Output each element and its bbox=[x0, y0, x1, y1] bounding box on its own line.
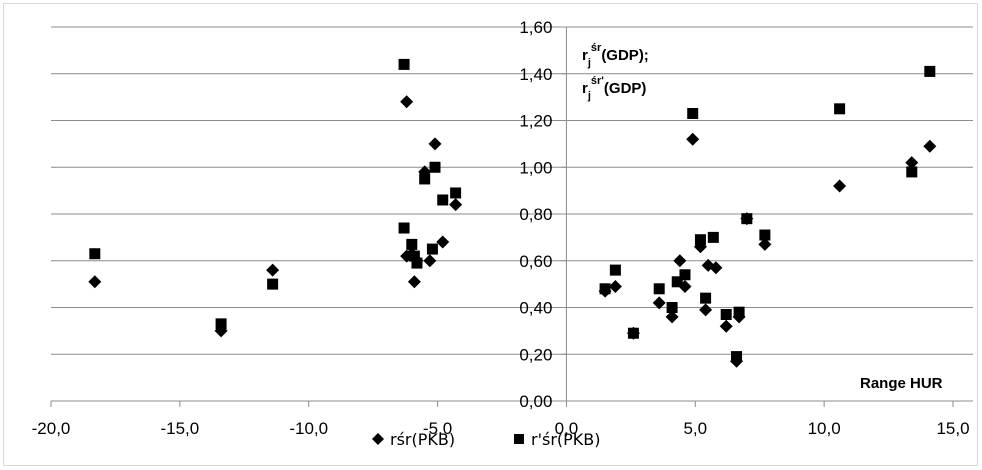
data-points bbox=[88, 58, 937, 368]
point-rsr bbox=[428, 137, 442, 151]
y-tick-label: 0,60 bbox=[519, 252, 552, 271]
y-tick-label: 1,00 bbox=[519, 158, 552, 177]
point-r-prime-sr bbox=[215, 318, 227, 330]
legend-item-r-prime-sr: r'śr(PKB) bbox=[514, 430, 601, 449]
x-tick-label: 10,0 bbox=[808, 419, 841, 438]
point-r-prime-sr bbox=[398, 222, 410, 234]
y-tick-label: 1,20 bbox=[519, 112, 552, 131]
point-rsr bbox=[699, 303, 713, 317]
axes bbox=[50, 26, 973, 407]
point-r-prime-sr bbox=[609, 264, 621, 276]
point-rsr bbox=[436, 235, 450, 249]
x-axis-title: Range HUR bbox=[860, 375, 943, 392]
point-rsr bbox=[833, 179, 847, 193]
y-tick-label: 0,20 bbox=[519, 345, 552, 364]
legend-square-marker bbox=[514, 434, 524, 444]
y-tick-label: 0,40 bbox=[519, 299, 552, 318]
point-rsr bbox=[709, 261, 723, 275]
point-rsr bbox=[923, 139, 937, 153]
point-r-prime-sr bbox=[653, 283, 665, 295]
point-r-prime-sr bbox=[741, 213, 753, 225]
x-tick-label: -15,0 bbox=[160, 419, 199, 438]
point-rsr bbox=[266, 263, 280, 277]
point-r-prime-sr bbox=[408, 250, 420, 262]
point-rsr bbox=[423, 254, 437, 268]
point-r-prime-sr bbox=[599, 283, 611, 295]
x-tick-label: -5,0 bbox=[423, 419, 452, 438]
point-r-prime-sr bbox=[906, 166, 918, 178]
point-r-prime-sr bbox=[267, 278, 279, 290]
point-r-prime-sr bbox=[450, 187, 462, 199]
y-axis-title-line2: rjśr'(GDP) bbox=[582, 75, 646, 102]
point-rsr bbox=[88, 275, 102, 289]
x-tick-label: -20,0 bbox=[32, 419, 71, 438]
point-r-prime-sr bbox=[437, 194, 449, 206]
point-rsr bbox=[665, 310, 679, 324]
point-r-prime-sr bbox=[426, 243, 438, 255]
point-r-prime-sr bbox=[89, 248, 101, 260]
point-r-prime-sr bbox=[666, 302, 678, 313]
x-tick-label: -10,0 bbox=[289, 419, 328, 438]
legend-diamond-marker bbox=[372, 433, 384, 445]
point-rsr bbox=[758, 237, 772, 251]
legend-label-rsr: rśr(PKB) bbox=[390, 430, 455, 449]
x-tick-labels: -20,0 -15,0 -10,0 -5,0 0,0 5,0 10,0 15,0 bbox=[32, 419, 970, 438]
point-r-prime-sr bbox=[671, 276, 683, 288]
y-tick-label: 1,60 bbox=[519, 18, 552, 37]
point-rsr bbox=[686, 132, 700, 146]
y-axis-title-line1: rjśr(GDP); bbox=[582, 42, 649, 69]
point-rsr bbox=[608, 279, 622, 293]
point-r-prime-sr bbox=[731, 351, 743, 363]
point-r-prime-sr bbox=[398, 58, 410, 70]
y-tick-label: 0,80 bbox=[519, 205, 552, 224]
y-tick-label: 1,40 bbox=[519, 65, 552, 84]
point-r-prime-sr bbox=[419, 173, 431, 185]
point-rsr bbox=[652, 296, 666, 310]
point-rsr bbox=[400, 95, 414, 109]
point-rsr bbox=[673, 254, 687, 268]
point-r-prime-sr bbox=[759, 229, 771, 241]
gridlines bbox=[51, 26, 973, 355]
point-r-prime-sr bbox=[687, 107, 699, 119]
x-tick-label: 5,0 bbox=[683, 419, 707, 438]
point-r-prime-sr bbox=[679, 269, 691, 281]
point-r-prime-sr bbox=[700, 292, 712, 304]
point-r-prime-sr bbox=[720, 309, 732, 321]
point-r-prime-sr bbox=[707, 231, 719, 243]
chart-area bbox=[3, 3, 978, 466]
legend: rśr(PKB) r'śr(PKB) bbox=[372, 430, 601, 449]
point-r-prime-sr bbox=[924, 65, 936, 77]
point-r-prime-sr bbox=[627, 327, 639, 339]
point-r-prime-sr bbox=[429, 161, 441, 173]
legend-label-r-prime-sr: r'śr(PKB) bbox=[531, 430, 601, 449]
point-rsr bbox=[905, 156, 919, 170]
y-tick-label: 0,00 bbox=[519, 392, 552, 411]
point-r-prime-sr bbox=[733, 306, 745, 318]
point-r-prime-sr bbox=[406, 238, 418, 250]
point-r-prime-sr bbox=[834, 103, 846, 115]
x-tick-label: 15,0 bbox=[936, 419, 969, 438]
legend-item-rsr: rśr(PKB) bbox=[372, 430, 455, 449]
point-r-prime-sr bbox=[411, 257, 423, 269]
point-rsr bbox=[449, 198, 463, 212]
y-tick-labels: 0,00 0,20 0,40 0,60 0,80 1,00 1,20 1,40 1,60 bbox=[519, 18, 552, 411]
x-tick-label: 0,0 bbox=[555, 419, 579, 438]
point-r-prime-sr bbox=[694, 234, 706, 246]
point-rsr bbox=[719, 319, 733, 333]
point-rsr bbox=[407, 275, 421, 289]
